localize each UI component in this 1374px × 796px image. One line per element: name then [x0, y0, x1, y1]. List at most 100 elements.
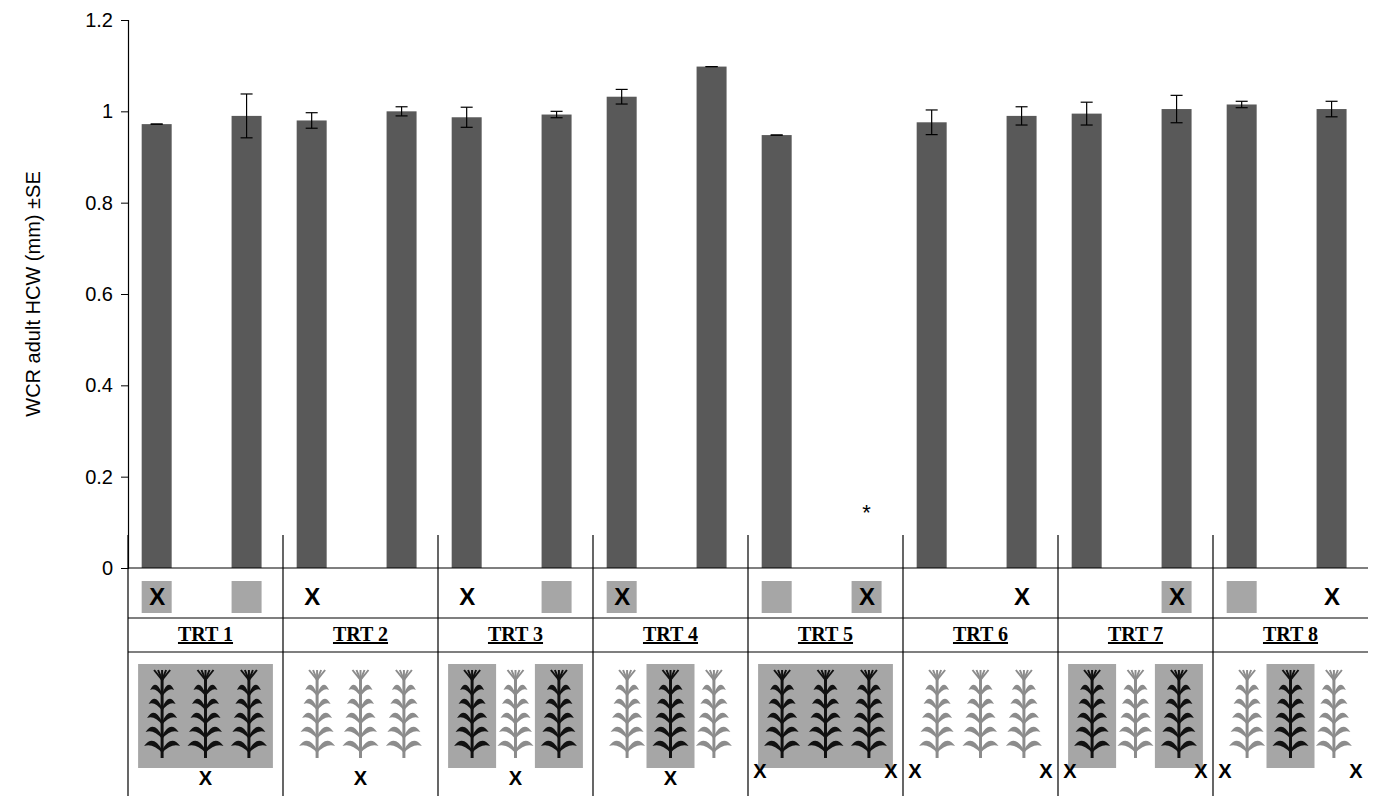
plant-tassel — [1136, 670, 1144, 680]
y-tick-label: 0 — [102, 557, 113, 579]
y-tick-label: 0.8 — [85, 192, 113, 214]
plant-tassel — [869, 670, 877, 680]
plant-leaf — [766, 727, 783, 739]
plant-tassel — [782, 670, 790, 680]
group-label: TRT 4 — [643, 623, 698, 645]
plant-leaf — [1024, 713, 1039, 725]
x-tick: X — [149, 583, 165, 610]
plant-leaf — [981, 713, 996, 725]
plant-leaf — [162, 685, 174, 697]
plant-shade — [1155, 664, 1203, 768]
plant-leaf — [609, 741, 627, 753]
plant-leaf — [456, 727, 473, 739]
error-bar — [706, 66, 718, 67]
plant-marker: X — [1194, 760, 1208, 782]
bar — [1317, 109, 1347, 568]
plant-leaf — [1276, 713, 1291, 725]
plant-tassel — [1016, 670, 1024, 680]
plant-leaf — [826, 685, 838, 697]
plant-tassel — [1326, 670, 1334, 680]
plant-tassel — [973, 670, 981, 680]
plant-leaf — [1247, 685, 1259, 697]
error-bar — [241, 94, 253, 138]
plant-leaf — [344, 727, 361, 739]
plant-leaf — [299, 741, 317, 753]
plant-stem — [161, 678, 164, 758]
bar — [1072, 114, 1102, 568]
plant-leaf — [231, 741, 249, 753]
plant-leaf — [1118, 741, 1136, 753]
plant-leaf — [1334, 727, 1351, 739]
plant-tassel — [464, 670, 472, 680]
plant-leaf — [559, 727, 576, 739]
plant-shade — [1068, 664, 1116, 768]
plant-icon — [851, 670, 887, 758]
plant-leaf — [150, 685, 162, 697]
y-tick-mark — [121, 477, 128, 478]
bar — [452, 117, 482, 568]
plant-leaf — [1291, 699, 1305, 711]
plant-stem — [471, 678, 474, 758]
plant-leaf — [1024, 727, 1041, 739]
bar — [142, 124, 172, 568]
error-bar-cap — [396, 106, 408, 107]
x-tick-label: X — [1014, 583, 1030, 610]
plant-leaf — [1012, 685, 1024, 697]
plant-leaf — [206, 727, 223, 739]
plant-leaf — [1119, 727, 1136, 739]
plant-leaf — [235, 699, 249, 711]
plant-stem — [247, 678, 250, 758]
bar — [297, 120, 327, 568]
plant-tassel — [619, 670, 627, 680]
plant-stem — [1091, 678, 1094, 758]
error-bar — [771, 135, 783, 136]
x-tick: X — [1324, 583, 1340, 610]
plant-leaf — [1136, 741, 1154, 753]
y-tick-mark — [121, 294, 128, 295]
plant-tassel — [667, 670, 671, 680]
plant-leaf — [1092, 685, 1104, 697]
group-separator — [902, 535, 903, 796]
plant-leaf — [627, 685, 639, 697]
plant-leaf — [1291, 741, 1309, 753]
group-separator — [127, 535, 128, 796]
plant-leaf — [1092, 741, 1110, 753]
plant-leaf — [249, 727, 266, 739]
plant-leaf — [614, 699, 628, 711]
plant-tassel — [198, 670, 206, 680]
plant-leaf — [1232, 713, 1247, 725]
plant-leaf — [547, 685, 559, 697]
plant-leaf — [696, 741, 714, 753]
error-bar — [306, 113, 318, 129]
plant-leaf — [826, 741, 844, 753]
plant-leaf — [966, 713, 981, 725]
group-separator — [592, 535, 593, 796]
plant-leaf — [559, 713, 574, 725]
plant-leaf — [656, 713, 671, 725]
plant-leaf — [627, 699, 641, 711]
plant-tassel — [516, 670, 524, 680]
error-bar — [926, 110, 938, 135]
group-label: TRT 3 — [488, 623, 543, 645]
plant-stem — [669, 678, 672, 758]
plant-leaf — [317, 699, 331, 711]
plant-shade — [758, 664, 893, 768]
plant-leaf — [1320, 699, 1334, 711]
y-tick-mark — [121, 568, 128, 569]
plant-leaf — [764, 741, 782, 753]
plant-tassel — [1179, 670, 1187, 680]
plant-marker: X — [1063, 760, 1077, 782]
plant-leaf — [1247, 741, 1265, 753]
plant-leaf — [1235, 685, 1247, 697]
plant-icon — [1118, 670, 1154, 758]
group-separator — [437, 535, 438, 796]
plant-leaf — [189, 727, 206, 739]
plant-leaf — [981, 685, 993, 697]
plant-leaf — [404, 699, 418, 711]
plant-leaf — [559, 741, 577, 753]
plant-leaf — [857, 685, 869, 697]
plant-icon — [1074, 670, 1110, 758]
plant-marker: X — [664, 767, 678, 789]
x-tick-label: X — [859, 583, 875, 610]
plant-leaf — [472, 741, 490, 753]
